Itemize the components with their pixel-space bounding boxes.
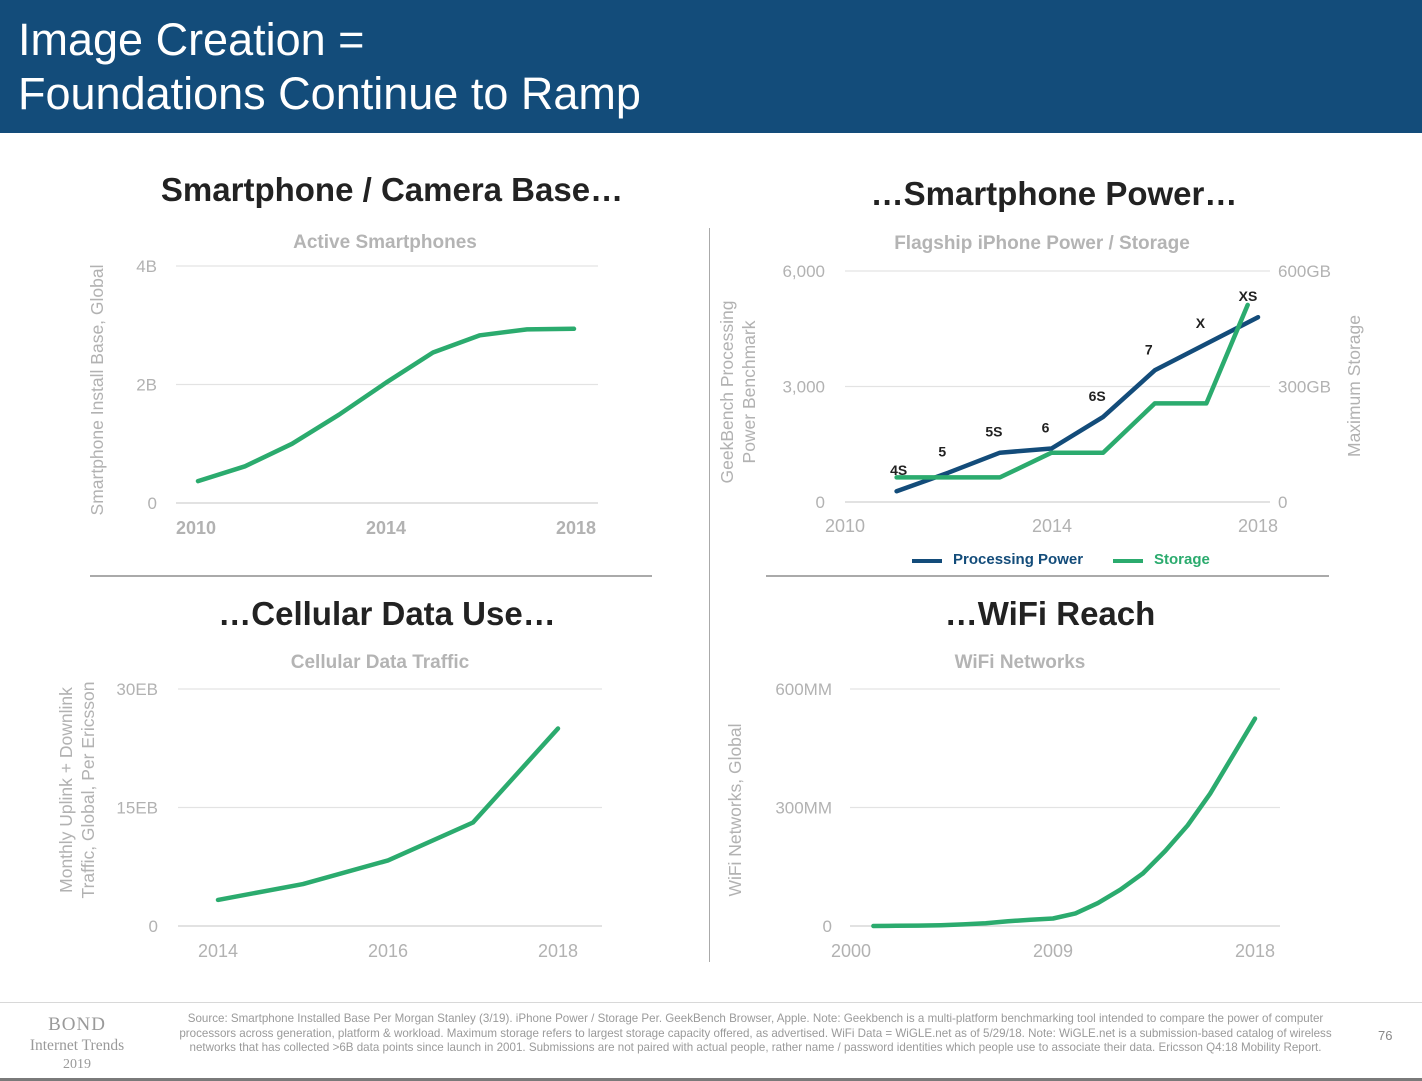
y-axis-title: Smartphone Install Base, Global [87,265,107,516]
power-chart-legend: Processing Power Storage [912,550,1232,572]
smartphone-panel-heading: Smartphone / Camera Base… [160,171,624,208]
x-tick-label: 2018 [1235,941,1275,961]
x-tick-label: 2009 [1033,941,1073,961]
y-tick-label: 0 [149,917,158,936]
y-tick-label: 0 [823,917,832,936]
vertical-divider [709,228,710,962]
y-tick-label: 6,000 [782,262,825,281]
bond-logo-subtitle: Internet Trends [29,1037,125,1054]
data-label: 5S [985,424,1002,440]
active-smartphones-chart: 0 2B 4B 2010 2014 2018 Smartphone Install Base… [87,257,598,538]
y2-tick-label: 600GB [1278,262,1331,281]
series-line-0 [871,716,1258,929]
x-tick-label: 2014 [198,941,238,961]
y-tick-label: 15EB [116,799,158,818]
y-tick-label: 0 [148,494,157,513]
data-label: 6S [1089,388,1106,404]
x-tick-label: 2014 [366,518,406,538]
y-axis-title: Monthly Uplink + Downlink Traffic, Global… [56,682,98,899]
bond-logo: BOND [48,1014,106,1035]
y2-tick-label: 300GB [1278,378,1331,397]
power-panel-heading: …Smartphone Power… [870,175,1238,212]
bond-logo-year: 2019 [63,1057,91,1072]
data-label: X [1196,315,1206,331]
iphone-power-storage-chart: 0 3,000 6,000 0 300GB 600GB 2010 2014 2018 GeekBe… [717,262,1364,536]
source-note: Source: Smartphone Installed Base Per Mo… [179,1012,1332,1055]
data-label: 7 [1145,341,1153,357]
series-line-storage [894,302,1250,480]
y2-axis-title: Maximum Storage [1344,315,1364,457]
x-tick-label: 2018 [1238,516,1278,536]
y-tick-label: 30EB [116,680,158,699]
series-line-processing-power [894,314,1261,494]
horizontal-divider-left [90,575,652,577]
iphone-power-chart-title: Flagship iPhone Power / Storage [894,233,1190,254]
x-tick-label: 2010 [825,516,865,536]
cellular-traffic-chart: 0 15EB 30EB 2014 2016 2018 Monthly Uplink + Do… [56,680,602,961]
x-tick-label: 2018 [538,941,578,961]
x-tick-label: 2018 [556,518,596,538]
page-title-line-2: Foundations Continue to Ramp [18,68,641,119]
wifi-networks-chart-title: WiFi Networks [954,652,1086,673]
footer-bottom-rule [0,1078,1422,1081]
footer-separator [0,1002,1422,1003]
y-tick-label: 3,000 [782,378,825,397]
horizontal-divider-right [766,575,1329,577]
page-title-line-1: Image Creation = [18,14,365,65]
series-line-0 [215,726,561,903]
page-number: 76 [1378,1028,1393,1043]
y-axis-title: WiFi Networks, Global [725,723,745,896]
data-label: XS [1239,288,1258,304]
x-tick-label: 2000 [831,941,871,961]
x-tick-label: 2010 [176,518,216,538]
legend-label-storage: Storage [1154,551,1210,568]
active-smartphones-chart-title: Active Smartphones [293,232,477,253]
legend-label-processing-power: Processing Power [953,551,1084,568]
series-line-0 [195,326,577,484]
legend-swatch-storage [1113,559,1143,563]
cellular-traffic-chart-title: Cellular Data Traffic [290,652,470,673]
y-tick-label: 0 [816,493,825,512]
wifi-panel-heading: …WiFi Reach [944,595,1156,632]
header-bar: Image Creation = Foundations Continue to… [0,0,1422,133]
legend-swatch-processing-power [912,559,942,563]
x-tick-label: 2014 [1032,516,1072,536]
cellular-panel-heading: …Cellular Data Use… [218,595,556,632]
x-tick-label: 2016 [368,941,408,961]
y-tick-label: 300MM [775,799,832,818]
data-label: 5 [938,444,946,460]
data-label: 4S [890,462,907,478]
y-tick-label: 600MM [775,680,832,699]
y-axis-title: GeekBench Processing Power Benchmark [717,301,759,484]
y2-tick-label: 0 [1278,493,1287,512]
y-tick-label: 2B [136,376,157,395]
wifi-networks-chart: 0 300MM 600MM 2000 2009 2018 WiFi Networks, Gl… [725,680,1280,961]
y-tick-label: 4B [136,257,157,276]
data-label: 6 [1042,419,1050,435]
